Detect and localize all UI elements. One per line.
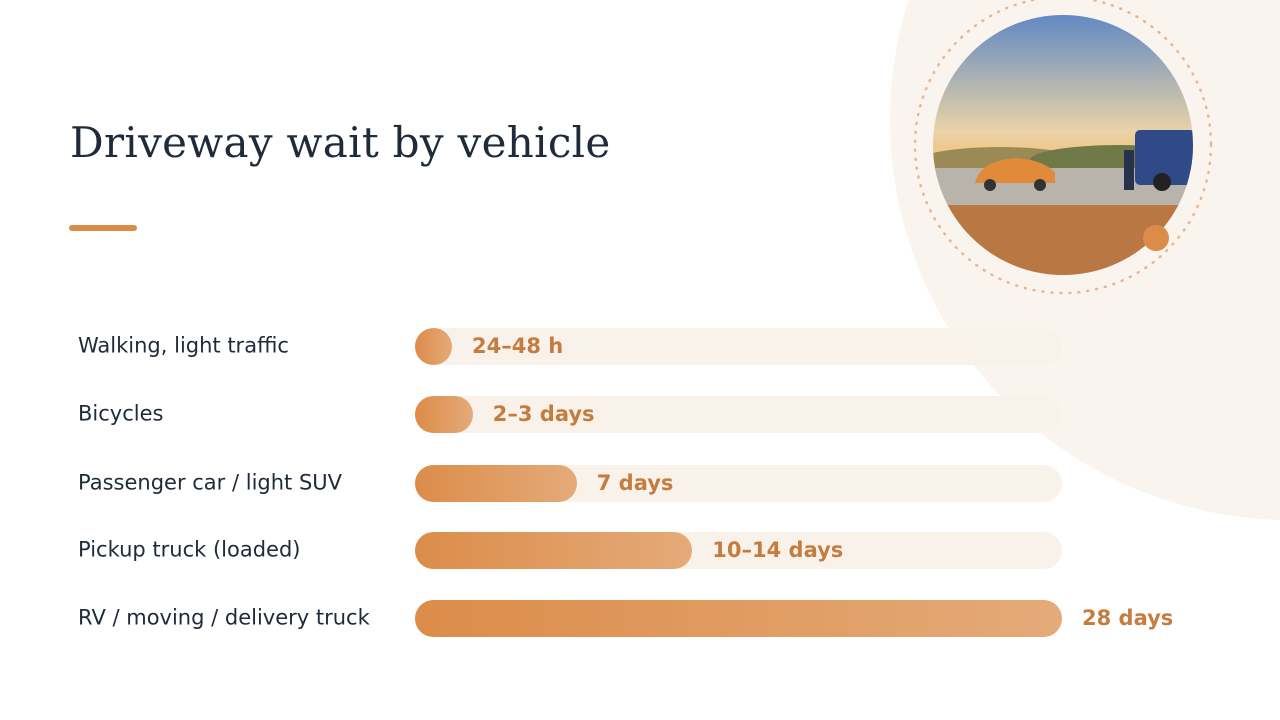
value-label: 28 days	[1082, 606, 1174, 630]
accent-dot	[1143, 225, 1169, 251]
chart-title: Driveway wait by vehicle	[70, 118, 611, 167]
value-label: 10–14 days	[712, 538, 844, 562]
bar	[415, 531, 693, 569]
bar-track	[415, 395, 1062, 433]
bar	[415, 327, 452, 365]
category-label: Walking, light traffic	[78, 333, 289, 358]
value-label: 7 days	[596, 471, 674, 495]
value-label: 24–48 h	[472, 334, 564, 358]
bar-track	[415, 327, 1062, 365]
value-label: 2–3 days	[492, 402, 595, 426]
category-label: Passenger car / light SUV	[78, 470, 343, 495]
category-label: Pickup truck (loaded)	[78, 537, 301, 562]
bar	[415, 395, 473, 433]
bar	[415, 464, 577, 502]
dotted-ring	[913, 0, 1213, 295]
category-label: Bicycles	[78, 401, 164, 426]
bar	[415, 599, 1062, 637]
title-underline	[69, 225, 137, 231]
category-label: RV / moving / delivery truck	[78, 605, 370, 630]
